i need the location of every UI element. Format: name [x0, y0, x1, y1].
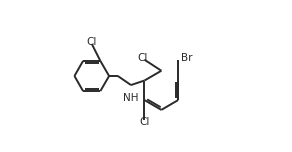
Text: Cl: Cl [139, 117, 150, 127]
Text: Cl: Cl [137, 53, 147, 63]
Text: NH: NH [123, 93, 139, 103]
Text: Br: Br [181, 53, 193, 63]
Text: Cl: Cl [87, 37, 97, 47]
